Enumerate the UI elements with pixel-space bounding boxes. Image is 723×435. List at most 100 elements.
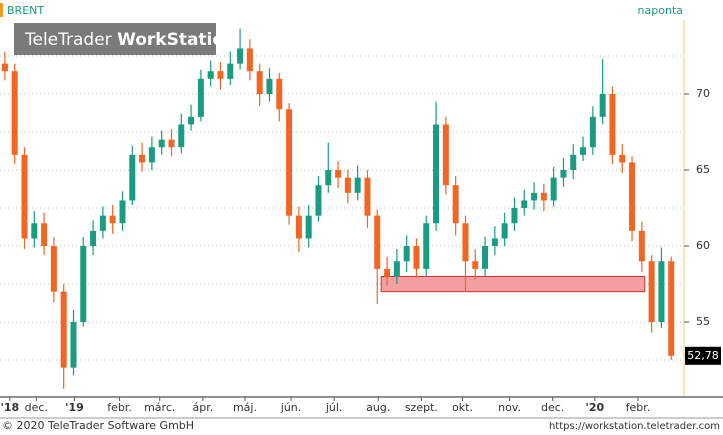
y-tick-label: 55: [696, 315, 710, 328]
x-tick-label: szept.: [405, 401, 438, 414]
candle-body: [335, 170, 342, 178]
logo-box: [14, 23, 216, 55]
candle-body: [276, 78, 283, 110]
candle-body: [70, 322, 77, 368]
candle-body: [403, 246, 410, 262]
candle-body: [423, 223, 430, 269]
symbol: BRENT: [7, 4, 44, 17]
y-tick-label: 70: [696, 87, 710, 100]
candle-body: [109, 215, 116, 224]
x-tick-label: febr.: [626, 401, 651, 414]
candle-body: [80, 246, 87, 323]
candle-body: [197, 78, 204, 117]
candle-body: [295, 215, 302, 239]
candle-body: [119, 200, 126, 224]
url: https://workstation.teletrader.com: [549, 421, 720, 432]
candle-body: [462, 223, 469, 262]
candle-body: [452, 185, 459, 224]
support-zone: [380, 275, 646, 293]
candle-body: [256, 71, 263, 95]
candle-body: [237, 48, 244, 64]
logo-brand: TeleTrader: [24, 30, 112, 50]
candle-body: [531, 192, 538, 201]
candle-body: [344, 177, 351, 193]
last-price-box: [685, 346, 721, 365]
candle-body: [21, 154, 28, 239]
candle-body: [354, 177, 361, 193]
candle-body: [393, 261, 400, 277]
last-price-label: 52,78: [687, 349, 719, 362]
candle-body: [90, 230, 97, 247]
logo-product: WorkStation: [117, 30, 236, 50]
candle-body: [609, 94, 616, 155]
candle-body: [217, 71, 224, 79]
candle-body: [619, 154, 626, 163]
candle-body: [413, 246, 420, 269]
candle-body: [246, 48, 253, 72]
symbol-marker: [0, 3, 3, 17]
candle-body: [11, 71, 18, 155]
x-tick-label: '20: [585, 401, 604, 414]
x-tick-label: okt.: [452, 401, 473, 414]
x-tick-label: aug.: [366, 401, 390, 414]
candle-body: [472, 261, 479, 269]
candle-body: [188, 116, 195, 125]
candle-body: [266, 78, 273, 95]
candle-body: [148, 147, 155, 163]
candle-body: [99, 215, 106, 231]
candle-body: [550, 177, 557, 201]
candle-body: [325, 170, 332, 186]
candle-body: [511, 208, 518, 224]
candle-body: [178, 124, 185, 148]
candle-body: [433, 124, 440, 224]
logo: TeleTrader WorkStation: [24, 30, 236, 50]
copyright: © 2020 TeleTrader Software GmbH: [2, 419, 194, 432]
candle-body: [482, 246, 489, 269]
candle-body: [384, 268, 391, 277]
x-tick-label: ápr.: [192, 401, 213, 414]
x-tick-label: dec.: [541, 401, 564, 414]
candle-body: [168, 139, 175, 148]
candle-body: [629, 162, 636, 231]
candle-body: [638, 230, 645, 262]
candle-body: [31, 223, 38, 239]
candle-body: [286, 109, 293, 216]
candle-body: [560, 170, 567, 178]
candle-body: [521, 200, 528, 209]
candle-body: [227, 63, 234, 79]
candle-body: [50, 246, 57, 292]
candle-body: [129, 154, 136, 201]
x-tick-label: febr.: [107, 401, 132, 414]
x-tick-label: nov.: [498, 401, 521, 414]
candle-body: [139, 154, 146, 163]
candle-body: [580, 147, 587, 155]
candle-body: [668, 261, 675, 356]
x-tick-label: márc.: [144, 401, 175, 414]
x-tick-label: '18: [0, 401, 19, 414]
candle-body: [60, 291, 67, 368]
x-tick-label: '19: [65, 401, 84, 414]
candle-body: [158, 139, 165, 148]
candle-body: [589, 116, 596, 148]
x-tick-label: dec.: [25, 401, 48, 414]
candle-body: [41, 223, 48, 247]
interval: naponta: [638, 4, 683, 17]
candle-body: [315, 185, 322, 216]
candle-body: [207, 71, 214, 79]
candle-body: [540, 192, 547, 201]
candle-body: [442, 124, 449, 186]
x-tick-label: júl.: [325, 401, 343, 414]
candle-body: [658, 261, 665, 323]
candle-body: [491, 238, 498, 247]
y-tick-label: 60: [696, 239, 710, 252]
candle-body: [599, 94, 606, 117]
candle-body: [1, 63, 8, 72]
candle-body: [374, 215, 381, 269]
candle-body: [648, 261, 655, 323]
y-tick-label: 65: [696, 163, 710, 176]
x-tick-label: máj.: [233, 401, 257, 414]
x-tick-label: jún.: [280, 401, 302, 414]
candle-body: [501, 223, 508, 239]
